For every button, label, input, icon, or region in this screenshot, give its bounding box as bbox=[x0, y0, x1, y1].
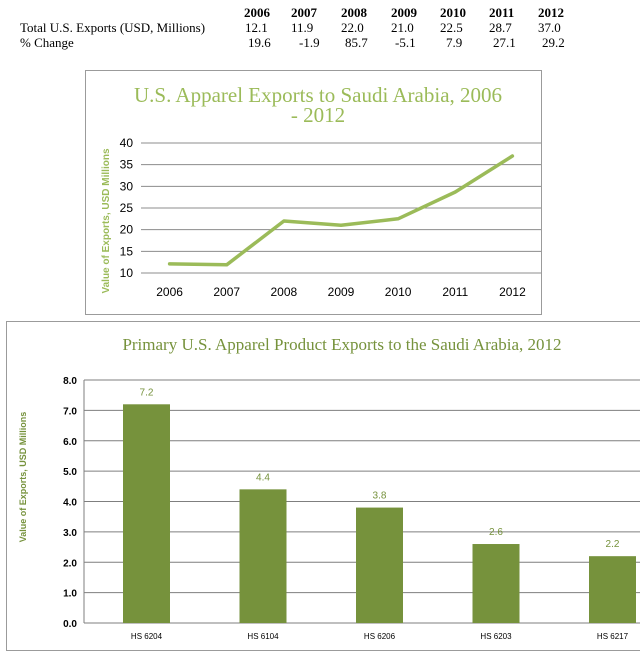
table-cell: 19.6 bbox=[248, 35, 271, 50]
line-chart-x-tick-label: 2006 bbox=[156, 285, 183, 299]
bar-chart-bar bbox=[123, 404, 170, 623]
table-cell: 7.9 bbox=[446, 35, 462, 50]
bar-chart-value-label: 3.8 bbox=[373, 491, 387, 502]
line-chart-x-tick-label: 2012 bbox=[499, 285, 526, 299]
table-year-header: 2008 bbox=[341, 5, 367, 20]
bar-chart-title: Primary U.S. Apparel Product Exports to … bbox=[122, 335, 561, 354]
bar-chart-y-tick-label: 7.0 bbox=[63, 406, 77, 417]
line-chart-x-tick-label: 2007 bbox=[213, 285, 240, 299]
bar-chart-y-tick-label: 0.0 bbox=[63, 619, 77, 630]
bar-chart-bar bbox=[240, 489, 287, 623]
bar-chart-x-tick-label: HS 6206 bbox=[364, 632, 396, 641]
line-chart-x-tick-label: 2009 bbox=[328, 285, 355, 299]
line-chart-y-tick-label: 30 bbox=[120, 179, 134, 193]
bar-chart-x-tick-label: HS 6104 bbox=[247, 632, 279, 641]
table-cell: 11.9 bbox=[291, 20, 313, 35]
bar-chart-x-tick-label: HS 6217 bbox=[597, 632, 629, 641]
table-year-header: 2012 bbox=[538, 5, 564, 20]
line-chart-y-tick-label: 40 bbox=[120, 136, 134, 150]
bar-chart-y-tick-label: 4.0 bbox=[63, 498, 77, 509]
table-cell: -5.1 bbox=[395, 35, 416, 50]
bar-chart-x-tick-label: HS 6204 bbox=[131, 632, 163, 641]
table-row-label: Total U.S. Exports (USD, Millions) bbox=[20, 20, 205, 35]
bar-chart-value-label: 2.6 bbox=[489, 527, 503, 538]
bar-chart-y-tick-label: 2.0 bbox=[63, 558, 77, 569]
table-year-header: 2006 bbox=[244, 5, 270, 20]
table-cell: 21.0 bbox=[391, 20, 414, 35]
bar-chart-y-tick-label: 1.0 bbox=[63, 589, 77, 600]
line-chart-y-tick-label: 15 bbox=[120, 244, 134, 258]
bar-chart-bar bbox=[356, 508, 403, 623]
table-cell: 29.2 bbox=[542, 35, 565, 50]
table-year-header: 2007 bbox=[291, 5, 317, 20]
line-chart-x-tick-label: 2010 bbox=[385, 285, 412, 299]
bar-chart-y-tick-label: 3.0 bbox=[63, 528, 77, 539]
line-chart-title-continued: - 2012 bbox=[291, 103, 345, 127]
line-chart-y-axis-label: Value of Exports, USD Millions bbox=[101, 148, 112, 293]
table-cell: 22.5 bbox=[440, 20, 463, 35]
export-data-table: 2006 2007 2008 2009 2010 2011 2012 Total… bbox=[0, 0, 640, 52]
line-chart: U.S. Apparel Exports to Saudi Arabia, 20… bbox=[86, 71, 541, 314]
table-cell: 22.0 bbox=[341, 20, 364, 35]
bar-chart-value-label: 4.4 bbox=[256, 472, 270, 483]
table-row-label: % Change bbox=[20, 35, 74, 50]
bar-chart-y-axis-label: Value of Exports, USD Millions bbox=[18, 412, 28, 543]
bar-chart-y-tick-label: 8.0 bbox=[63, 376, 77, 387]
line-chart-panel: U.S. Apparel Exports to Saudi Arabia, 20… bbox=[85, 70, 542, 315]
table-cell: -1.9 bbox=[299, 35, 320, 50]
line-chart-y-tick-label: 35 bbox=[120, 158, 134, 172]
bar-chart-value-label: 7.2 bbox=[140, 387, 154, 398]
bar-chart-panel: Primary U.S. Apparel Product Exports to … bbox=[6, 321, 640, 651]
line-chart-y-tick-label: 10 bbox=[120, 266, 134, 280]
table-cell: 85.7 bbox=[345, 35, 368, 50]
bar-chart-x-tick-label: HS 6203 bbox=[480, 632, 512, 641]
bar-chart-y-tick-label: 5.0 bbox=[63, 467, 77, 478]
table-year-header: 2010 bbox=[440, 5, 466, 20]
table-cell: 27.1 bbox=[493, 35, 516, 50]
bar-chart: Primary U.S. Apparel Product Exports to … bbox=[7, 322, 640, 650]
line-chart-y-tick-label: 20 bbox=[120, 223, 134, 237]
bar-chart-y-tick-label: 6.0 bbox=[63, 437, 77, 448]
line-series bbox=[170, 156, 513, 265]
table-year-header: 2011 bbox=[489, 5, 514, 20]
line-chart-x-tick-label: 2008 bbox=[271, 285, 298, 299]
table-cell: 28.7 bbox=[489, 20, 512, 35]
bar-chart-value-label: 2.2 bbox=[606, 539, 620, 550]
line-chart-x-tick-label: 2011 bbox=[442, 285, 468, 299]
bar-chart-bar bbox=[589, 556, 636, 623]
line-chart-y-tick-label: 25 bbox=[120, 201, 134, 215]
bar-chart-bar bbox=[473, 544, 520, 623]
table-cell: 12.1 bbox=[245, 20, 268, 35]
table-cell: 37.0 bbox=[538, 20, 561, 35]
table-year-header: 2009 bbox=[391, 5, 417, 20]
